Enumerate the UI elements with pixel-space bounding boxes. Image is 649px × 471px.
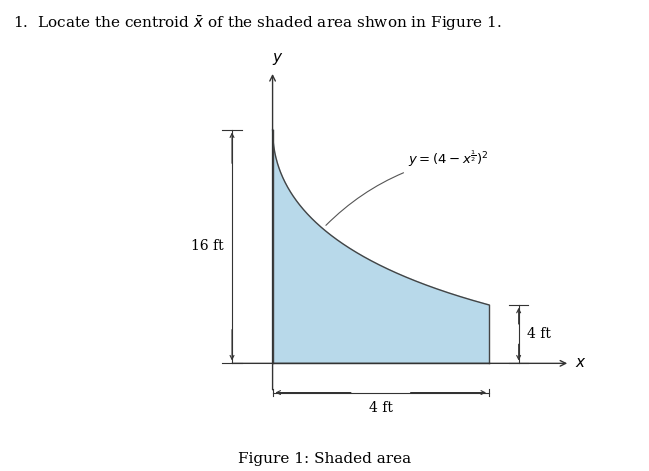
Text: $x$: $x$ — [576, 357, 587, 370]
Text: 4 ft: 4 ft — [369, 401, 393, 415]
Text: 4 ft: 4 ft — [527, 327, 550, 341]
Polygon shape — [273, 130, 489, 363]
Text: 1.  Locate the centroid $\bar{x}$ of the shaded area shwon in Figure 1.: 1. Locate the centroid $\bar{x}$ of the … — [13, 14, 502, 33]
Text: Figure 1: Shaded area: Figure 1: Shaded area — [238, 452, 411, 466]
Text: 16 ft: 16 ft — [191, 239, 224, 253]
Text: $y = (4 - x^{\frac{1}{2}})^2$: $y = (4 - x^{\frac{1}{2}})^2$ — [326, 149, 488, 225]
Text: $y$: $y$ — [272, 51, 284, 67]
